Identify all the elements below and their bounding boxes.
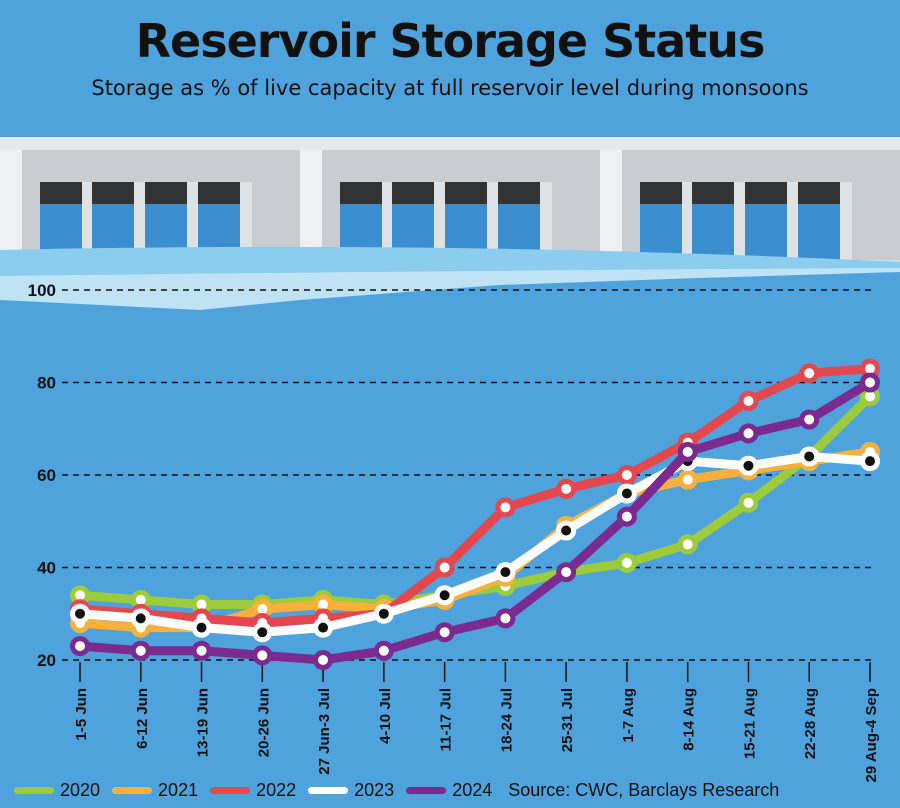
x-tick-label: 1-7 Aug xyxy=(620,688,637,742)
x-tick-label: 8-14 Aug xyxy=(681,688,698,751)
y-tick-label: 60 xyxy=(37,466,56,485)
data-point-center xyxy=(621,488,632,499)
data-point-center xyxy=(865,363,875,374)
data-point-center xyxy=(561,525,572,536)
data-point-center xyxy=(500,502,511,513)
y-tick-label: 100 xyxy=(28,281,56,300)
source-note: Source: CWC, Barclays Research xyxy=(508,780,780,800)
data-point-center xyxy=(257,627,268,638)
series-2024 xyxy=(70,372,880,670)
data-point-center xyxy=(682,539,693,550)
data-point-center xyxy=(743,396,754,406)
data-point-center xyxy=(135,613,146,624)
data-point-center xyxy=(75,590,85,601)
x-tick-label: 29 Aug-4 Sep xyxy=(863,688,880,782)
chart-subtitle: Storage as % of live capacity at full re… xyxy=(91,76,809,100)
legend-swatch xyxy=(308,787,349,794)
data-point-center xyxy=(257,604,268,615)
x-tick-label: 27 Jun-3 Jul xyxy=(316,688,333,775)
data-point-center xyxy=(804,414,815,425)
legend-swatch xyxy=(112,787,153,794)
series-line-2024 xyxy=(79,378,873,665)
y-tick-label: 20 xyxy=(37,651,56,670)
data-point-center xyxy=(196,645,207,656)
x-tick-label: 15-21 Aug xyxy=(741,688,758,759)
data-point-center xyxy=(318,655,329,665)
legend-label: 2022 xyxy=(256,780,297,800)
data-point-center xyxy=(500,567,511,578)
data-point-center xyxy=(743,428,754,439)
data-point-center xyxy=(318,622,329,633)
data-point-center xyxy=(561,567,572,578)
legend-item-2020: 2020 xyxy=(14,780,100,801)
data-point-center xyxy=(439,590,450,601)
data-point-center xyxy=(378,645,389,656)
legend-item-2024: 2024 xyxy=(406,780,492,801)
data-point-center xyxy=(865,391,875,402)
x-tick-label: 1-5 Jun xyxy=(73,688,90,741)
chart-title: Reservoir Storage Status xyxy=(135,14,766,68)
data-point-center xyxy=(621,511,632,522)
data-point-center xyxy=(196,622,207,633)
x-tick-label: 13-19 Jun xyxy=(195,688,212,757)
legend-label: 2020 xyxy=(60,780,101,800)
data-point-center xyxy=(318,599,329,610)
legend: 2020 2021 2022 2023 2024 Source: CWC, Barclay… xyxy=(14,780,779,801)
data-point-center xyxy=(865,456,875,467)
data-point-center xyxy=(257,650,268,661)
dam-illustration xyxy=(0,137,900,310)
legend-item-2021: 2021 xyxy=(112,780,198,801)
data-point-center xyxy=(743,460,754,471)
series-line-2023 xyxy=(79,452,871,637)
legend-item-2023: 2023 xyxy=(308,780,394,801)
legend-swatch xyxy=(406,787,447,794)
data-point-center xyxy=(804,368,815,379)
y-tick-label: 80 xyxy=(37,374,56,393)
data-point-center xyxy=(682,474,693,485)
legend-label: 2024 xyxy=(452,780,493,800)
data-point-center xyxy=(743,497,754,508)
x-tick-label: 6-12 Jun xyxy=(134,688,151,749)
legend-label: 2023 xyxy=(354,780,395,800)
x-tick-label: 20-26 Jun xyxy=(255,688,272,757)
x-tick-label: 22-28 Aug xyxy=(802,688,819,759)
data-point-center xyxy=(500,613,511,624)
data-point-center xyxy=(135,645,146,656)
data-point-center xyxy=(561,483,572,494)
legend-swatch xyxy=(14,787,54,794)
data-point-center xyxy=(75,641,85,652)
data-point-center xyxy=(135,594,146,605)
data-point-center xyxy=(75,608,85,619)
x-tick-label: 18-24 Jul xyxy=(498,688,515,752)
data-point-center xyxy=(865,377,875,388)
data-point-center xyxy=(439,562,450,573)
series-2023 xyxy=(70,446,880,643)
data-point-center xyxy=(439,627,450,638)
x-tick-label: 11-17 Jul xyxy=(438,688,455,751)
data-point-center xyxy=(804,451,815,462)
x-tick-label: 4-10 Jul xyxy=(377,688,394,744)
legend-label: 2021 xyxy=(158,780,199,800)
data-point-center xyxy=(378,608,389,619)
legend-swatch xyxy=(210,787,251,794)
data-point-center xyxy=(682,446,693,457)
x-tick-label: 25-31 Jul xyxy=(559,688,576,752)
y-tick-label: 40 xyxy=(37,559,56,578)
series-line-2022 xyxy=(79,364,871,628)
data-point-center xyxy=(621,557,632,568)
data-point-center xyxy=(196,599,207,610)
legend-item-2022: 2022 xyxy=(210,780,296,801)
data-point-center xyxy=(621,470,632,480)
